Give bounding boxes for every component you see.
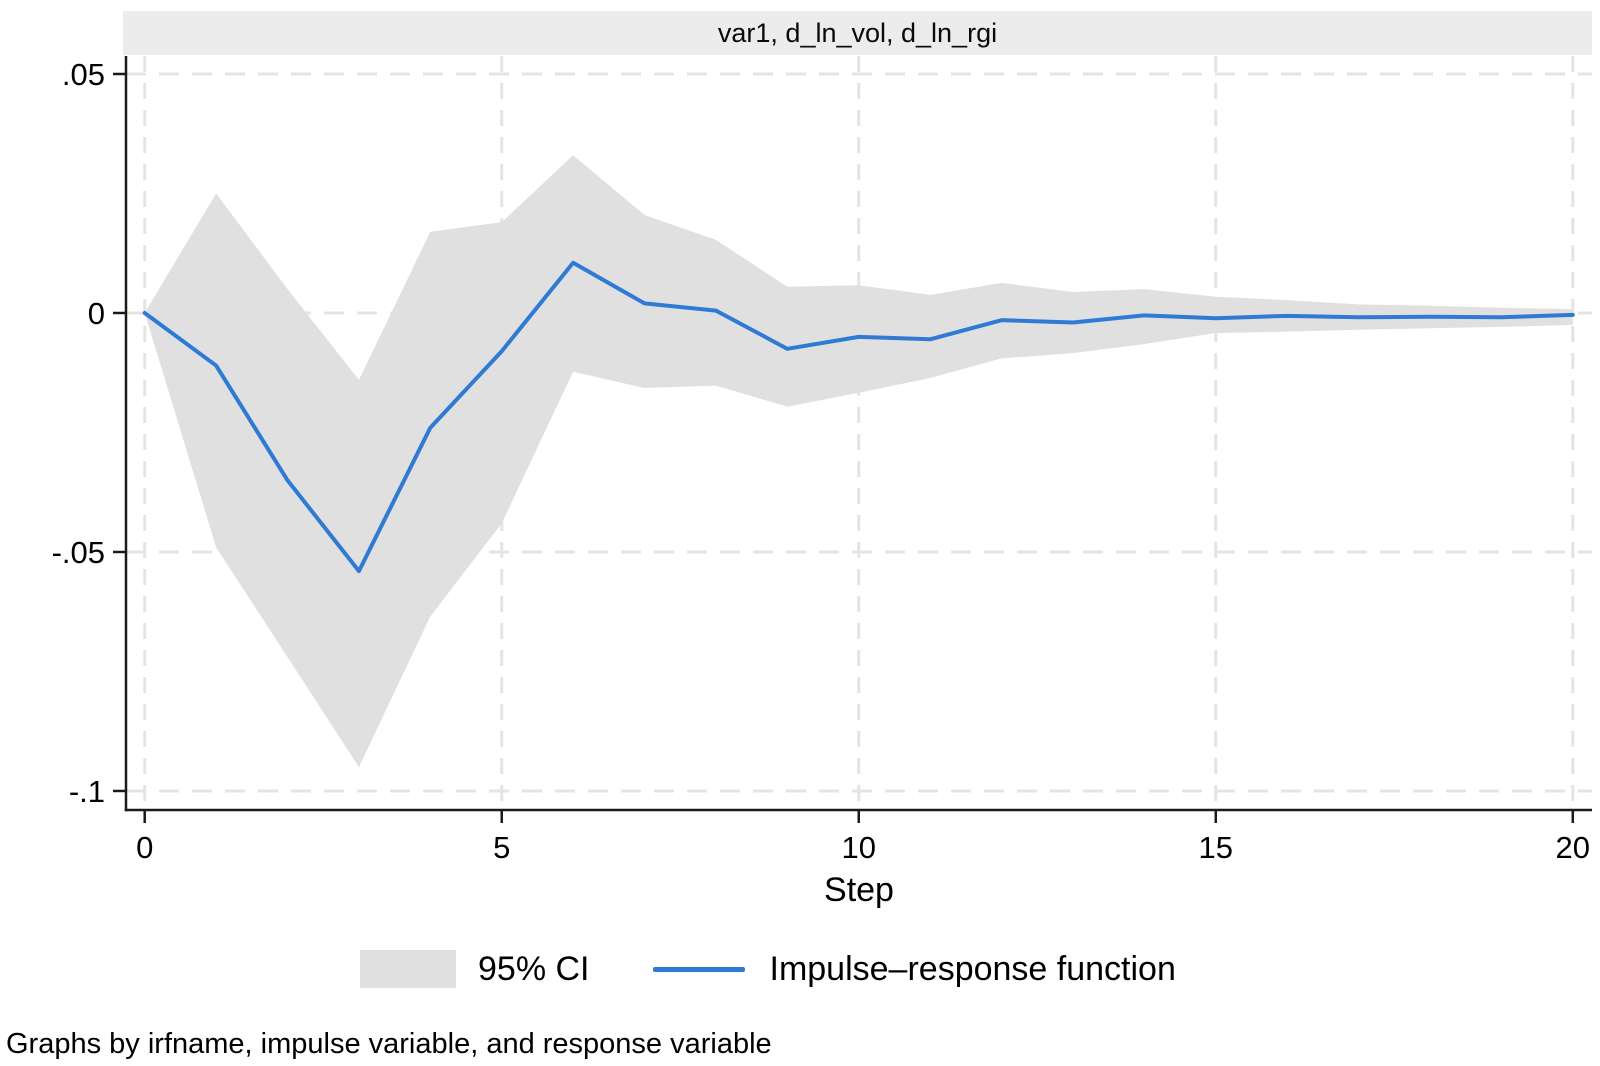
ci-legend-label: 95% CI xyxy=(478,949,590,988)
plot-title-band: var1, d_ln_vol, d_ln_rgi xyxy=(123,11,1592,55)
irf-legend-label: Impulse–response function xyxy=(769,949,1176,988)
irf-line-swatch xyxy=(652,966,745,972)
legend: 95% CI Impulse–response function xyxy=(360,949,1176,989)
axes xyxy=(113,56,1592,823)
x-tick-label: 15 xyxy=(1199,830,1233,865)
x-tick-label: 20 xyxy=(1556,830,1590,865)
tick-labels: .05 0 -.05 -.1 0 5 10 15 20 xyxy=(52,57,1590,865)
y-tick-label: 0 xyxy=(88,296,105,331)
x-tick-label: 10 xyxy=(842,830,876,865)
irf-line xyxy=(142,260,1575,574)
ci-band-swatch xyxy=(360,950,456,988)
x-tick-label: 0 xyxy=(136,830,153,865)
x-tick-label: 5 xyxy=(493,830,510,865)
plot-title: var1, d_ln_vol, d_ln_rgi xyxy=(717,18,998,48)
y-tick-label: -.1 xyxy=(69,774,105,809)
x-axis-title: Step xyxy=(824,871,894,909)
footer-note: Graphs by irfname, impulse variable, and… xyxy=(6,1028,772,1060)
y-tick-label: -.05 xyxy=(52,535,105,570)
ci-band xyxy=(144,155,1573,768)
y-tick-label: .05 xyxy=(62,57,105,92)
